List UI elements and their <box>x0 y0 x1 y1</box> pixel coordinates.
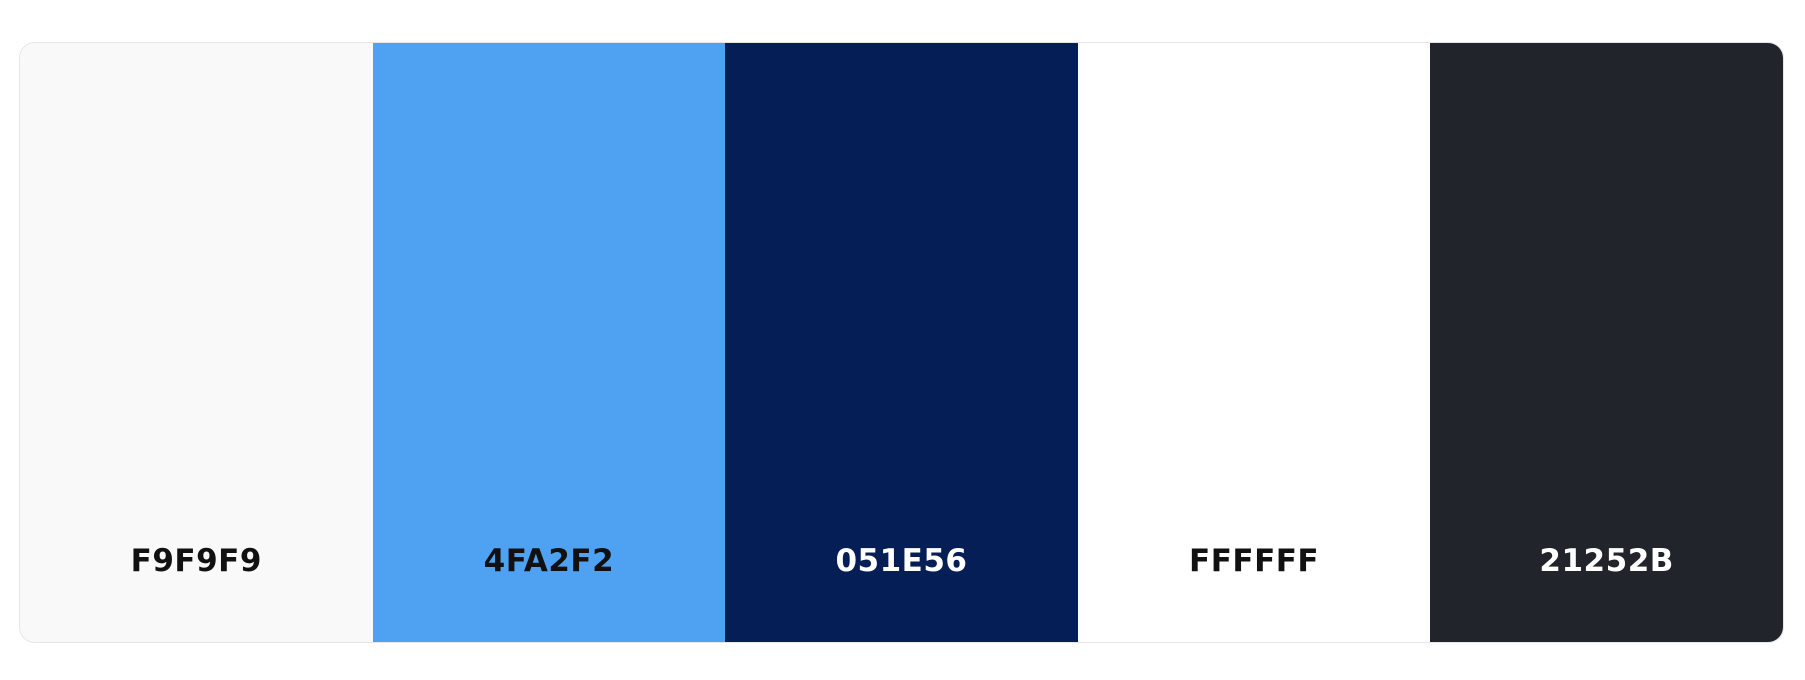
swatch-hex-label: FFFFFF <box>1189 543 1320 579</box>
color-swatch[interactable]: FFFFFF <box>1077 43 1431 642</box>
swatch-hex-label: 051E56 <box>835 543 968 579</box>
color-swatch[interactable]: 21252B <box>1430 43 1783 642</box>
swatch-hex-label: 21252B <box>1539 543 1674 579</box>
swatch-hex-label: F9F9F9 <box>130 543 262 579</box>
swatch-hex-label: 4FA2F2 <box>483 543 615 579</box>
color-swatch[interactable]: 4FA2F2 <box>372 43 726 642</box>
color-palette: F9F9F9 4FA2F2 051E56 FFFFFF 21252B <box>19 42 1784 643</box>
color-swatch[interactable]: 051E56 <box>725 43 1078 642</box>
color-swatch[interactable]: F9F9F9 <box>20 43 373 642</box>
